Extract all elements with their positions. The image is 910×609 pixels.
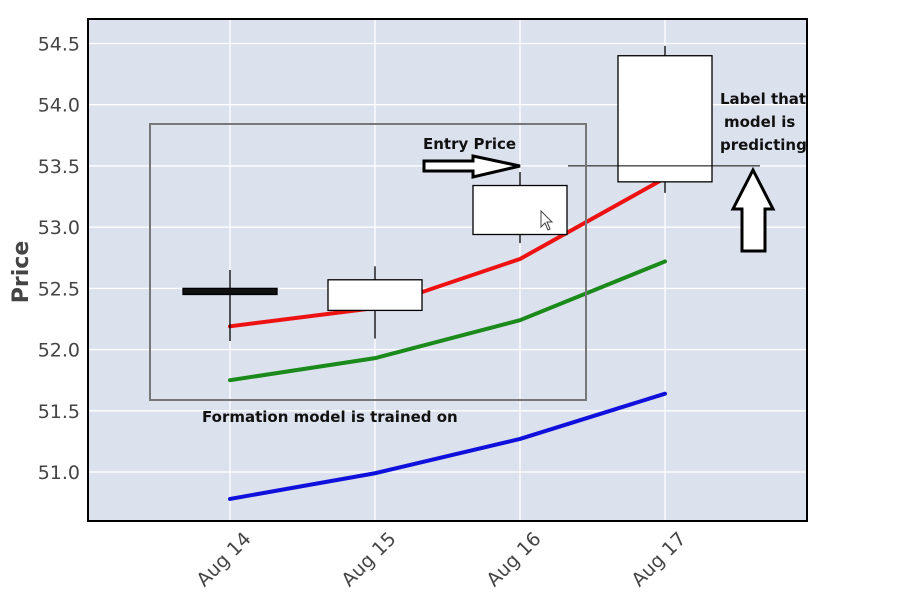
y-tick-label: 54.5 <box>38 33 80 55</box>
mouse-cursor-icon <box>540 209 554 231</box>
label-annotation-line-1: Label that <box>720 90 806 108</box>
candle-body <box>182 287 278 296</box>
candles <box>182 45 713 342</box>
series-line-1 <box>228 259 667 383</box>
y-axis-ticks: 51.0 51.5 52.0 52.5 53.0 53.5 54.0 54.5 <box>38 33 80 484</box>
formation-box <box>149 123 587 401</box>
entry-price-annotation: Entry Price <box>423 135 516 153</box>
moving-average-lines <box>228 176 667 501</box>
x-tick-label: Aug 15 <box>337 528 400 591</box>
candle-body <box>617 55 713 183</box>
candle-body <box>472 184 568 236</box>
candle-body <box>327 279 423 312</box>
y-tick-label: 52.0 <box>38 340 80 362</box>
y-tick-label: 54.0 <box>38 95 80 117</box>
y-tick-label: 52.5 <box>38 278 80 300</box>
plot-frame <box>87 18 808 522</box>
label-annotation-line-3: predicting <box>720 136 807 154</box>
y-tick-label: 53.0 <box>38 217 80 239</box>
y-axis-label: Price <box>9 241 34 303</box>
formation-annotation: Formation model is trained on <box>202 408 458 426</box>
series-line-0 <box>228 176 667 329</box>
series-line-2 <box>228 391 667 501</box>
y-tick-label: 53.5 <box>38 156 80 178</box>
x-tick-label: Aug 17 <box>627 528 690 591</box>
entry-arrow-icon <box>422 154 521 179</box>
x-axis-ticks: Aug 14 Aug 15 Aug 16 Aug 17 <box>192 528 690 591</box>
y-tick-label: 51.5 <box>38 401 80 423</box>
x-tick-label: Aug 14 <box>192 528 255 591</box>
y-tick-label: 51.0 <box>38 462 80 484</box>
label-annotation-line-2: model is <box>724 113 795 131</box>
x-tick-label: Aug 16 <box>482 528 545 591</box>
label-arrow-icon <box>730 166 776 253</box>
